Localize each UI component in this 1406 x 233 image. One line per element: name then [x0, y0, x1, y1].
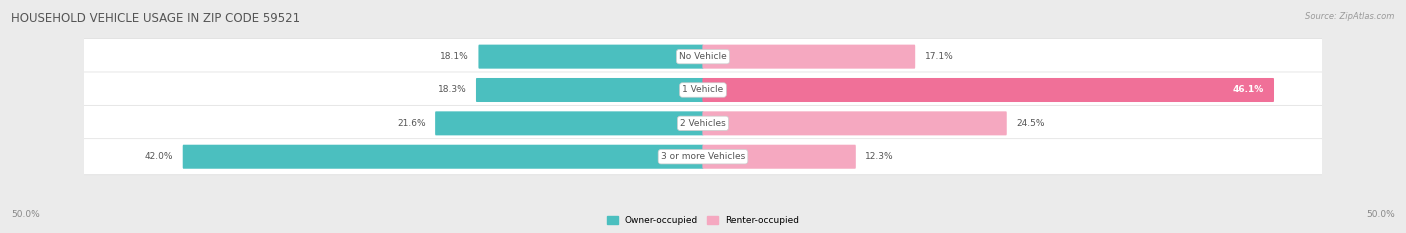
Text: 12.3%: 12.3%: [865, 152, 894, 161]
FancyBboxPatch shape: [83, 105, 1323, 141]
Text: HOUSEHOLD VEHICLE USAGE IN ZIP CODE 59521: HOUSEHOLD VEHICLE USAGE IN ZIP CODE 5952…: [11, 12, 301, 25]
Text: 18.1%: 18.1%: [440, 52, 470, 61]
FancyBboxPatch shape: [83, 72, 1323, 108]
Legend: Owner-occupied, Renter-occupied: Owner-occupied, Renter-occupied: [603, 212, 803, 229]
FancyBboxPatch shape: [703, 78, 1274, 102]
Text: 42.0%: 42.0%: [145, 152, 173, 161]
FancyBboxPatch shape: [477, 78, 703, 102]
Text: 2 Vehicles: 2 Vehicles: [681, 119, 725, 128]
Text: 50.0%: 50.0%: [11, 210, 39, 219]
FancyBboxPatch shape: [478, 45, 703, 69]
Text: 21.6%: 21.6%: [398, 119, 426, 128]
Text: 17.1%: 17.1%: [925, 52, 953, 61]
Text: 50.0%: 50.0%: [1367, 210, 1395, 219]
FancyBboxPatch shape: [83, 139, 1323, 175]
Text: 46.1%: 46.1%: [1232, 86, 1264, 95]
Text: 1 Vehicle: 1 Vehicle: [682, 86, 724, 95]
Text: No Vehicle: No Vehicle: [679, 52, 727, 61]
FancyBboxPatch shape: [434, 111, 703, 135]
FancyBboxPatch shape: [703, 111, 1007, 135]
Text: Source: ZipAtlas.com: Source: ZipAtlas.com: [1305, 12, 1395, 21]
Text: 24.5%: 24.5%: [1017, 119, 1045, 128]
Text: 18.3%: 18.3%: [437, 86, 467, 95]
FancyBboxPatch shape: [703, 145, 856, 169]
FancyBboxPatch shape: [703, 45, 915, 69]
Text: 3 or more Vehicles: 3 or more Vehicles: [661, 152, 745, 161]
FancyBboxPatch shape: [83, 39, 1323, 75]
FancyBboxPatch shape: [183, 145, 703, 169]
